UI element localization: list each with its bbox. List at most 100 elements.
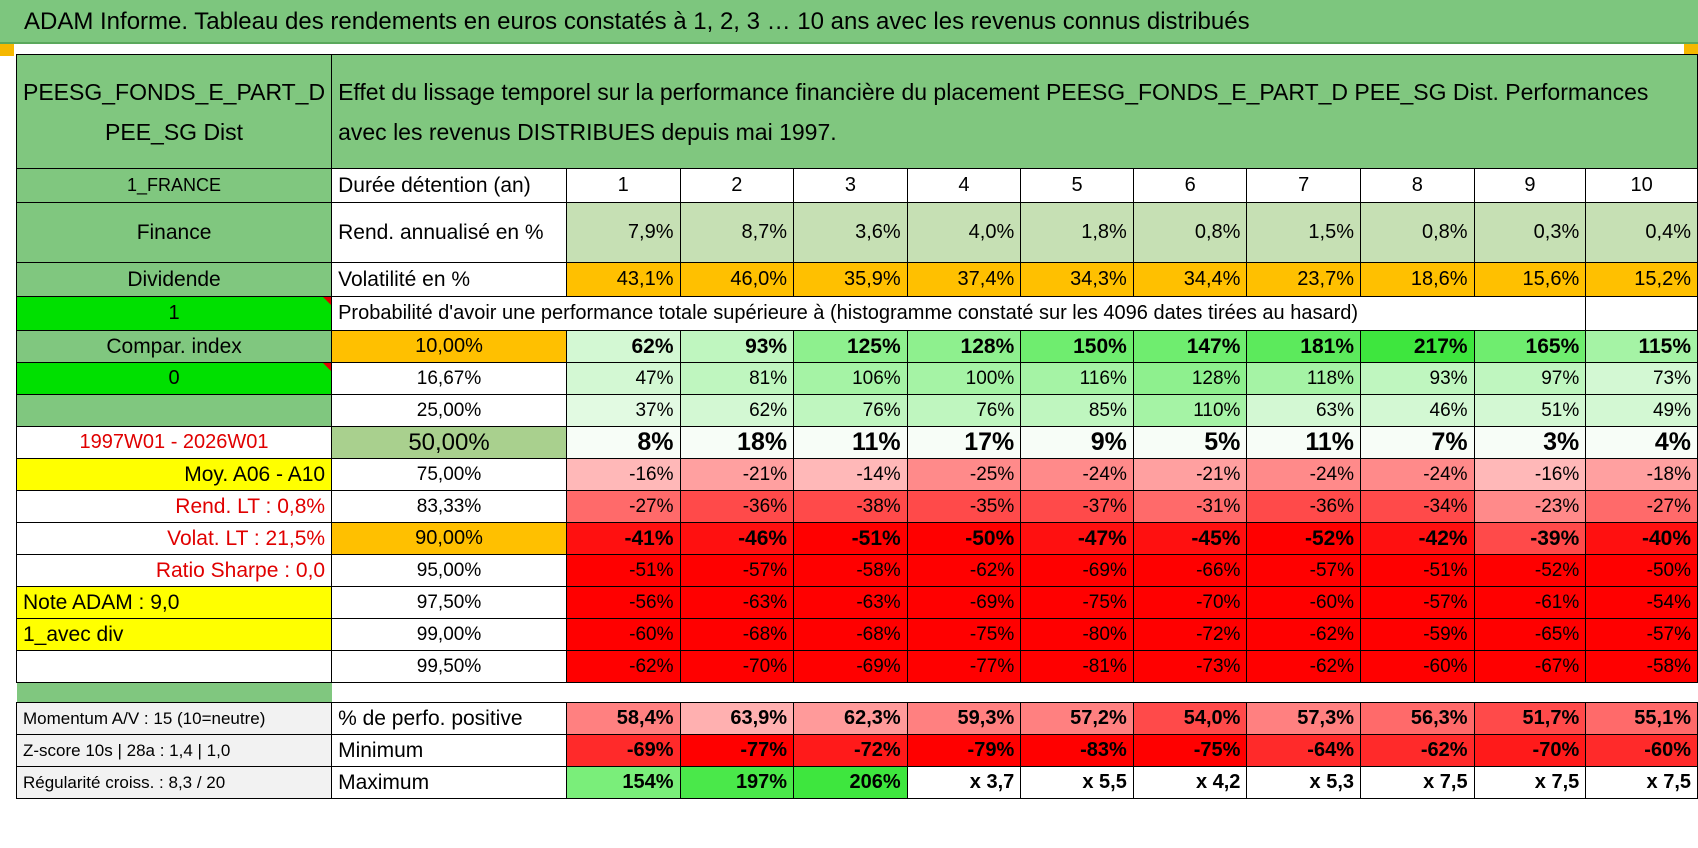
probability-value: 11% [1246,426,1361,459]
probability-value: -57% [679,554,795,587]
probability-value: 11% [793,426,908,459]
probability-value: -18% [1585,458,1698,491]
percentile-cell: 10,00% [331,330,567,363]
year-header: 5 [1020,168,1134,203]
vol-value: 35,9% [793,262,908,297]
summary-row: Momentum A/V : 15 (10=neutre)% de perfo.… [15,702,1698,735]
summary-value: x 7,5 [1585,766,1698,799]
probability-value: -69% [1020,554,1134,587]
summary-left-cell: Z-score 10s | 28a : 1,4 | 1,0 [15,734,333,767]
probability-value: -50% [1585,554,1698,587]
probability-value: 51% [1473,394,1587,427]
summary-label: Maximum [331,766,567,799]
probability-row: 25,00% 37% 62% 76% 76% 85% 110% 63% 46% 51% 49% [15,394,1698,427]
percentile-cell: 16,67% [331,362,567,395]
summary-label: % de perfo. positive [331,702,567,735]
probability-row: 0 16,67% 47% 81% 106% 100% 116% 128% 118% 93% 97% 7… [15,362,1698,395]
probability-value: 81% [679,362,795,395]
vol-value: 46,0% [679,262,795,297]
left-info-cell: 1_avec div [15,618,333,651]
probability-value: -34% [1360,490,1475,523]
probability-value: -61% [1473,586,1587,619]
probability-row: Volat. LT : 21,5% 90,00% -41% -46% -51% -50% -… [15,522,1698,555]
probability-value: -16% [1473,458,1587,491]
vol-value: 43,1% [565,262,681,297]
vol-value: 34,3% [1020,262,1134,297]
probability-value: -16% [565,458,681,491]
summary-value: -77% [679,734,795,767]
probability-title: Probabilité d'avoir une performance tota… [331,296,1475,331]
probability-row: 1_avec div 99,00% -60% -68% -68% -75% -80% -72%… [15,618,1698,651]
year-header: 3 [793,168,908,203]
probability-value: -70% [679,650,795,683]
left-info-cell: Ratio Sharpe : 0,0 [15,554,333,587]
probability-value: 106% [793,362,908,395]
right-marker [1684,44,1698,56]
probability-value: -63% [793,586,908,619]
percentile-cell: 50,00% [331,426,567,459]
summary-value: 57,3% [1246,702,1361,735]
rend-value: 0,8% [1132,202,1248,263]
probability-value: 4% [1585,426,1698,459]
probability-value: -60% [1246,586,1361,619]
probability-value: -75% [906,618,1022,651]
probability-value: -25% [906,458,1022,491]
probability-value: 8% [565,426,681,459]
summary-value: -64% [1246,734,1361,767]
probability-value: -56% [565,586,681,619]
probability-value: 7% [1360,426,1475,459]
spacer-row [16,682,1698,703]
rend-value: 4,0% [906,202,1022,263]
summary-value: 56,3% [1360,702,1475,735]
probability-value: 73% [1585,362,1698,395]
rend-value: 0,4% [1585,202,1698,263]
rend-value: 3,6% [793,202,908,263]
probability-value: 49% [1585,394,1698,427]
country-cell: 1_FRANCE [15,168,333,203]
left-info-cell: Rend. LT : 0,8% [15,490,333,523]
left-info-cell: 1997W01 - 2026W01 [15,426,333,459]
probability-value: 100% [906,362,1022,395]
probability-value: 147% [1132,330,1248,363]
summary-value: -69% [565,734,681,767]
performance-table-wrapper: PEESG_FONDS_E_PART_D PEE_SG Dist Effet d… [15,54,1698,799]
percentile-cell: 83,33% [331,490,567,523]
probability-value: -57% [1360,586,1475,619]
probability-value: -68% [793,618,908,651]
vol-label: Volatilité en % [331,262,567,297]
probability-value: -35% [906,490,1022,523]
probability-value: 165% [1473,330,1587,363]
probability-value: 116% [1020,362,1134,395]
summary-left-cell: Régularité croiss. : 8,3 / 20 [15,766,333,799]
probability-value: -58% [1585,650,1698,683]
probability-value: 115% [1585,330,1698,363]
probability-row: Rend. LT : 0,8% 83,33% -27% -36% -38% -35% -37… [15,490,1698,523]
percentile-cell: 75,00% [331,458,567,491]
left-info-cell: Moy. A06 - A10 [15,458,333,491]
probability-value: -27% [565,490,681,523]
probability-value: 18% [679,426,795,459]
probability-value: 181% [1246,330,1361,363]
vol-value: 34,4% [1132,262,1248,297]
probability-value: -52% [1246,522,1361,555]
probability-value: -39% [1473,522,1587,555]
probability-value: -59% [1360,618,1475,651]
rend-value: 7,9% [565,202,681,263]
summary-value: x 7,5 [1473,766,1587,799]
probability-value: -51% [1360,554,1475,587]
probability-value: -63% [679,586,795,619]
probability-value: -75% [1020,586,1134,619]
probability-row: Ratio Sharpe : 0,0 95,00% -51% -57% -58% -62%… [15,554,1698,587]
sector-cell: Finance [15,202,333,263]
probability-value: -77% [906,650,1022,683]
probability-value: -46% [679,522,795,555]
probability-value: -40% [1585,522,1698,555]
probability-value: -14% [793,458,908,491]
probability-value: -60% [565,618,681,651]
probability-value: -81% [1020,650,1134,683]
year-header: 7 [1246,168,1361,203]
probability-value: -80% [1020,618,1134,651]
rend-value: 1,8% [1020,202,1134,263]
spacer-cell [332,683,1698,703]
year-header: 2 [679,168,795,203]
